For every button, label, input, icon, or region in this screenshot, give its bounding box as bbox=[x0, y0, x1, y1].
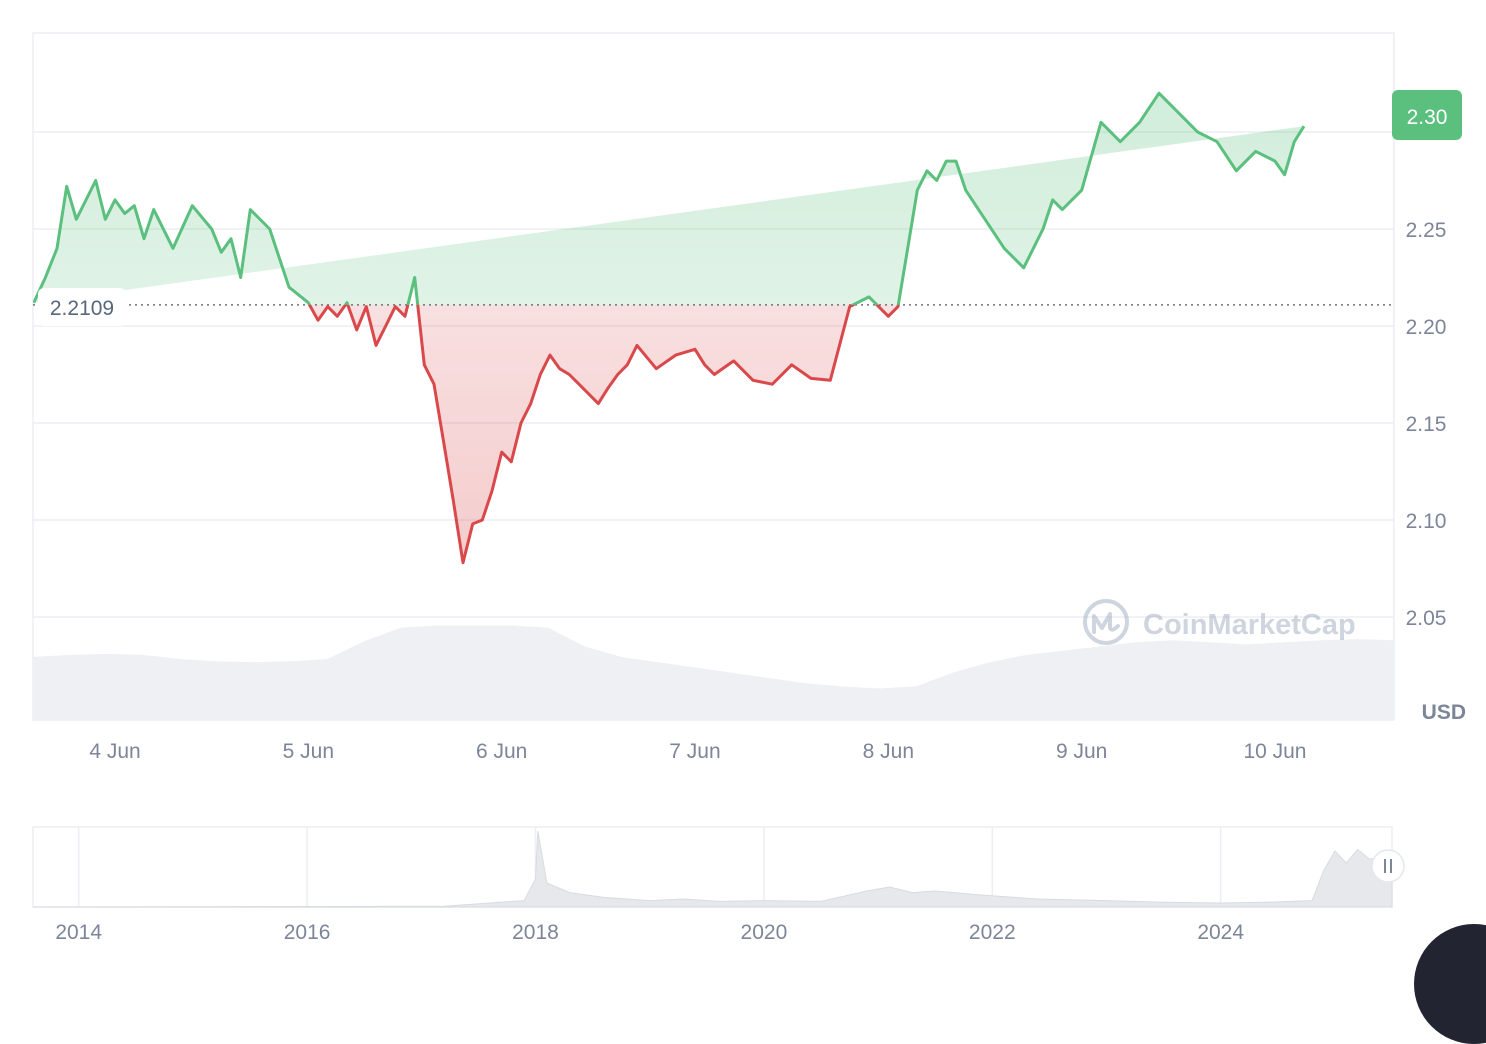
x-tick-label: 7 Jun bbox=[669, 740, 720, 763]
price-fill-areas bbox=[33, 93, 1304, 563]
x-tick-label: 5 Jun bbox=[283, 740, 334, 763]
price-area-down bbox=[309, 304, 899, 563]
y-axis: 2.052.102.152.202.252.30 bbox=[1406, 122, 1447, 630]
x-axis: 4 Jun 5 Jun 6 Jun 7 Jun 8 Jun 9 Jun 10 Jun bbox=[89, 740, 1306, 763]
volume-area bbox=[33, 625, 1394, 720]
range-navigator[interactable]: 2014 2016 2018 2020 2022 2024 bbox=[32, 826, 1393, 944]
navigator-tick-label: 2018 bbox=[512, 921, 559, 944]
x-tick-label: 9 Jun bbox=[1056, 740, 1107, 763]
price-chart: CoinMarketCap 2.05 2.10 2.15 2.20 2.25 2.30 U… bbox=[32, 32, 1466, 944]
x-tick-label: 4 Jun bbox=[89, 740, 140, 763]
x-tick-label: 10 Jun bbox=[1243, 740, 1306, 763]
volume-area-shape bbox=[33, 625, 1394, 720]
price-line-up bbox=[33, 91, 1306, 305]
price-line-down bbox=[307, 304, 900, 565]
navigator-tick-label: 2016 bbox=[284, 921, 331, 944]
y-tick-label: 2.05 bbox=[1406, 607, 1447, 630]
baseline-price-value: 2.2109 bbox=[50, 297, 114, 320]
navigator-area bbox=[32, 830, 1393, 908]
navigator-frame bbox=[32, 826, 1393, 908]
navigator-tick-label: 2014 bbox=[55, 921, 102, 944]
y-tick-label: 2.25 bbox=[1406, 219, 1447, 242]
x-tick-label: 8 Jun bbox=[863, 740, 914, 763]
currency-label: USD bbox=[1422, 701, 1466, 724]
pause-handle-icon bbox=[1384, 859, 1392, 873]
y-tick-label: 2.20 bbox=[1406, 316, 1447, 339]
watermark-text: CoinMarketCap bbox=[1143, 609, 1356, 641]
navigator-tick-label: 2020 bbox=[741, 921, 788, 944]
y-tick-label: 2.10 bbox=[1406, 510, 1447, 533]
coinmarketcap-watermark: CoinMarketCap bbox=[1083, 599, 1356, 645]
navigator-handle[interactable] bbox=[1371, 849, 1405, 883]
price-area-up bbox=[33, 93, 1304, 305]
current-price-value: 2.30 bbox=[1407, 106, 1448, 129]
navigator-tick-label: 2024 bbox=[1197, 921, 1244, 944]
y-tick-label: 2.15 bbox=[1406, 413, 1447, 436]
price-chart-widget: CoinMarketCap 2.05 2.10 2.15 2.20 2.25 2.30 U… bbox=[32, 32, 1486, 1044]
baseline-price-badge: 2.2109 bbox=[38, 288, 126, 326]
navigator-tick-label: 2022 bbox=[969, 921, 1016, 944]
x-tick-label: 6 Jun bbox=[476, 740, 527, 763]
coinmarketcap-logo-icon bbox=[1083, 599, 1129, 645]
current-price-badge: 2.30 bbox=[1392, 90, 1462, 140]
price-lines bbox=[33, 91, 1306, 565]
